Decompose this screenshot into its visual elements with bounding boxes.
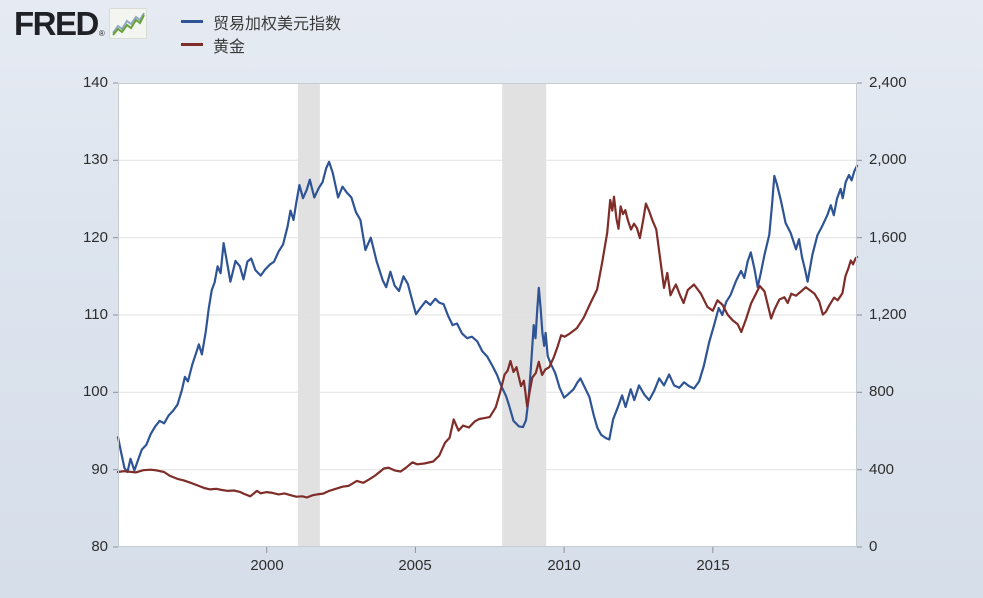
sparkline-chart-icon bbox=[108, 8, 147, 39]
registered-trademark: ® bbox=[98, 29, 105, 38]
plot-border bbox=[118, 83, 857, 547]
right-axis-tick-label: 0 bbox=[869, 538, 878, 555]
chart-legend: 贸易加权美元指数 黄金 bbox=[181, 10, 341, 56]
legend-swatch bbox=[181, 20, 203, 23]
legend-item-gold: 黄金 bbox=[181, 33, 341, 56]
x-axis-tick-label: 2005 bbox=[398, 557, 432, 574]
legend-swatch bbox=[181, 43, 203, 46]
right-axis-tick-label: 800 bbox=[869, 383, 895, 400]
legend-label: 黄金 bbox=[213, 38, 246, 56]
right-axis-tick-label: 1,200 bbox=[869, 306, 907, 323]
x-axis-tick-label: 2000 bbox=[250, 557, 284, 574]
legend-item-usd-index: 贸易加权美元指数 bbox=[181, 10, 341, 33]
x-axis-tick-label: 2010 bbox=[547, 557, 581, 574]
left-axis-tick-label: 110 bbox=[84, 306, 108, 323]
right-axis-tick-label: 2,400 bbox=[869, 74, 907, 91]
right-axis-tick-label: 2,000 bbox=[869, 151, 907, 168]
series-gold-line bbox=[116, 195, 859, 499]
right-axis-tick-label: 400 bbox=[869, 461, 895, 478]
left-axis-tick-label: 90 bbox=[91, 461, 108, 478]
left-axis-tick-label: 130 bbox=[82, 151, 108, 168]
left-axis-tick-label: 140 bbox=[82, 74, 108, 91]
left-axis-tick-label: 80 bbox=[91, 538, 108, 555]
legend-label: 贸易加权美元指数 bbox=[213, 15, 342, 33]
fred-logo[interactable]: FRED ® bbox=[14, 5, 147, 42]
header: FRED ® bbox=[14, 5, 147, 42]
left-axis-tick-label: 120 bbox=[82, 229, 108, 246]
right-axis-tick-label: 1,600 bbox=[869, 229, 907, 246]
left-axis-tick-label: 100 bbox=[82, 383, 108, 400]
fred-logo-text: FRED bbox=[14, 5, 99, 42]
x-axis-tick-label: 2015 bbox=[696, 557, 730, 574]
